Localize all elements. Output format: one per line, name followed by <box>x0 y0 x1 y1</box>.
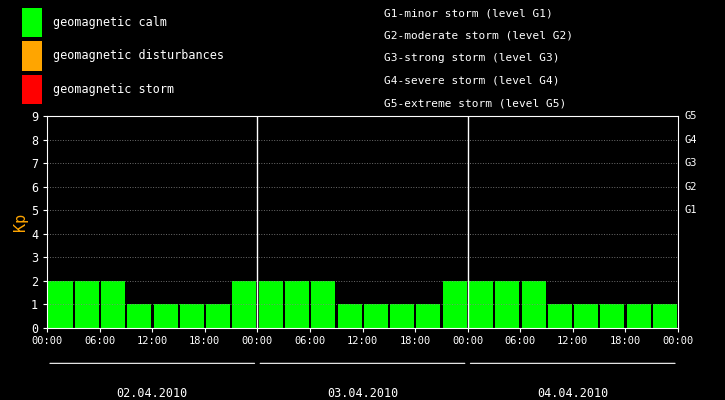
Bar <box>521 281 546 328</box>
Bar <box>548 304 572 328</box>
Bar <box>206 304 231 328</box>
Bar <box>311 281 336 328</box>
Text: G4: G4 <box>685 134 697 144</box>
Bar <box>128 304 152 328</box>
Bar <box>180 304 204 328</box>
Bar <box>364 304 388 328</box>
Bar <box>469 281 493 328</box>
Bar <box>653 304 677 328</box>
Text: G4-severe storm (level G4): G4-severe storm (level G4) <box>384 76 560 86</box>
Bar <box>495 281 519 328</box>
Bar <box>101 281 125 328</box>
Bar <box>443 281 467 328</box>
Y-axis label: Kp: Kp <box>13 213 28 231</box>
Text: G3-strong storm (level G3): G3-strong storm (level G3) <box>384 53 560 63</box>
Bar <box>22 8 42 37</box>
Text: G3: G3 <box>685 158 697 168</box>
Bar <box>259 281 283 328</box>
Text: geomagnetic storm: geomagnetic storm <box>53 83 174 96</box>
Text: 04.04.2010: 04.04.2010 <box>537 387 608 400</box>
Bar <box>338 304 362 328</box>
Text: 03.04.2010: 03.04.2010 <box>327 387 398 400</box>
Bar <box>233 281 257 328</box>
Text: G2-moderate storm (level G2): G2-moderate storm (level G2) <box>384 31 573 41</box>
Bar <box>22 75 42 104</box>
Bar <box>390 304 414 328</box>
Bar <box>75 281 99 328</box>
Bar <box>285 281 309 328</box>
Bar <box>154 304 178 328</box>
Bar <box>574 304 598 328</box>
Text: G2: G2 <box>685 182 697 192</box>
Bar <box>626 304 651 328</box>
Text: 02.04.2010: 02.04.2010 <box>117 387 188 400</box>
Text: G1-minor storm (level G1): G1-minor storm (level G1) <box>384 8 553 18</box>
Text: geomagnetic calm: geomagnetic calm <box>53 16 167 29</box>
Text: G5-extreme storm (level G5): G5-extreme storm (level G5) <box>384 98 566 108</box>
Bar <box>22 42 42 70</box>
Text: G5: G5 <box>685 111 697 121</box>
Text: geomagnetic disturbances: geomagnetic disturbances <box>53 50 224 62</box>
Bar <box>600 304 624 328</box>
Bar <box>49 281 72 328</box>
Bar <box>416 304 441 328</box>
Text: G1: G1 <box>685 205 697 215</box>
